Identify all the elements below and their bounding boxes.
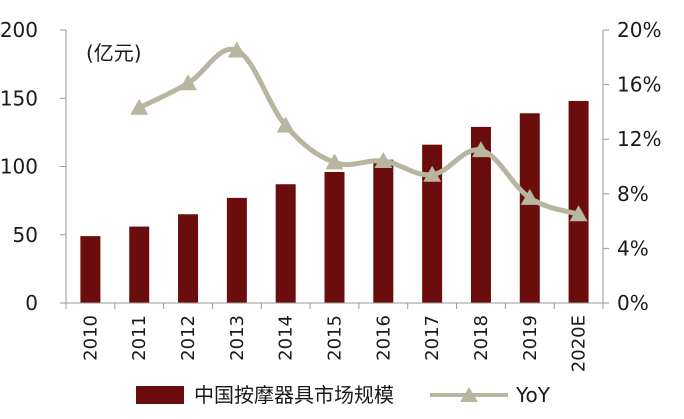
left-tick-label: 100	[0, 155, 38, 179]
bar-2010	[80, 236, 101, 303]
yoy-point-2012	[179, 74, 198, 91]
yoy-point-2019	[520, 188, 539, 205]
left-tick-label: 200	[0, 18, 38, 42]
x-tick-label: 2020E	[569, 315, 590, 372]
yoy-point-2020E	[569, 205, 588, 222]
x-tick-label: 2015	[325, 315, 346, 361]
legend-line-label: YoY	[515, 383, 551, 407]
bar-2019	[519, 113, 540, 303]
plot-area	[80, 41, 589, 303]
left-tick-label: 150	[0, 86, 38, 110]
x-tick-label: 2016	[373, 315, 394, 361]
yoy-point-2013	[227, 41, 246, 58]
x-tick-label: 2018	[471, 315, 492, 361]
legend-line-marker	[460, 387, 478, 402]
right-tick-label: 0%	[617, 291, 649, 315]
bar-2012	[178, 214, 199, 303]
x-axis: 2010 2011 2012 2013 2014 2015 2016 2017 2018 2019…	[65, 302, 604, 372]
bar-2011	[129, 226, 150, 303]
left-tick-label: 0	[25, 291, 38, 315]
yoy-point-2011	[130, 98, 149, 115]
right-tick-label: 8%	[617, 182, 649, 206]
unit-label: (亿元)	[86, 41, 142, 65]
x-tick-label: 2019	[520, 315, 541, 361]
bar-2015	[324, 171, 345, 303]
yoy-point-2015	[325, 153, 344, 170]
yoy-point-2018	[471, 141, 490, 158]
legend: 中国按摩器具市场规模 YoY	[136, 383, 551, 407]
x-tick-label: 2014	[276, 315, 297, 361]
right-axis: 0% 4% 8% 12% 16% 20%	[602, 18, 661, 315]
yoy-point-2014	[276, 116, 295, 133]
right-tick-label: 4%	[617, 236, 649, 260]
legend-bar-label: 中国按摩器具市场规模	[194, 383, 394, 407]
x-tick-label: 2017	[422, 315, 443, 361]
bar-2018	[470, 126, 491, 303]
yoy-point-2016	[374, 152, 393, 169]
bar-2013	[226, 197, 247, 303]
left-axis: 0 50 100 150 200	[0, 18, 67, 315]
right-tick-label: 12%	[617, 127, 661, 151]
yoy-point-2017	[423, 165, 442, 182]
x-tick-label: 2011	[129, 315, 150, 361]
yoy-line	[136, 46, 582, 217]
right-tick-label: 20%	[617, 18, 661, 42]
bar-2017	[422, 144, 443, 303]
x-tick-label: 2012	[178, 315, 199, 361]
legend-bar-swatch	[136, 386, 184, 404]
left-tick-label: 50	[13, 223, 38, 247]
x-tick-label: 2013	[227, 315, 248, 361]
right-tick-label: 16%	[617, 73, 661, 97]
bar-2016	[373, 159, 394, 303]
x-tick-label: 2010	[80, 315, 101, 361]
bar-2020E	[568, 100, 589, 303]
bar-2014	[275, 184, 296, 303]
